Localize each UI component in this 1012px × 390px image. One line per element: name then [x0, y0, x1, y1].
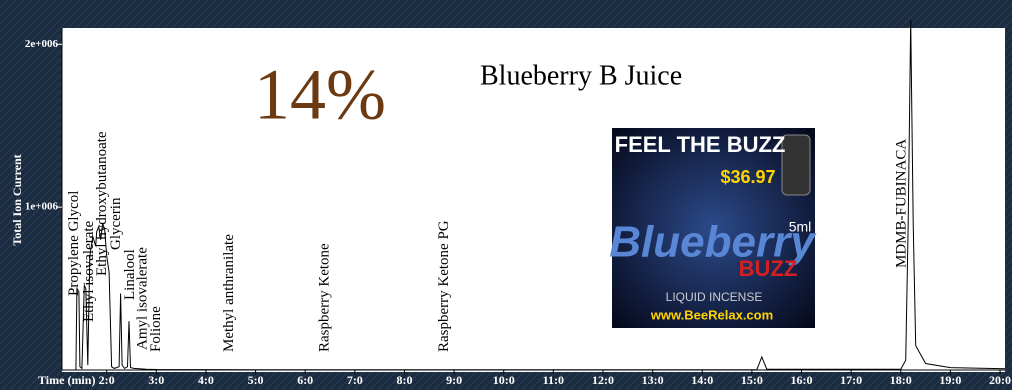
- peak-label: Ethyl hydroxybutanoate: [94, 131, 110, 276]
- x-tick-label: 13:0: [642, 373, 664, 387]
- peak-label: Glycerin: [108, 197, 124, 250]
- peak-label: Raspberry Ketone: [316, 243, 332, 352]
- bottle: [781, 134, 811, 196]
- x-tick-label: 7:0: [347, 373, 363, 387]
- x-tick-label: 6:0: [297, 373, 313, 387]
- chart-title: Blueberry B Juice: [480, 60, 682, 91]
- x-tick-label: 9:0: [446, 373, 462, 387]
- advert-text: Blueberry: [609, 218, 817, 267]
- x-tick-label: 18:0: [890, 373, 912, 387]
- x-tick-label: 15:0: [741, 373, 763, 387]
- advert-text: $36.97: [720, 167, 775, 187]
- x-tick-label: 17:0: [840, 373, 862, 387]
- peak-label: Folione: [148, 306, 164, 352]
- x-tick-label: 4:0: [198, 373, 214, 387]
- peak-label: Methyl anthranilate: [221, 234, 237, 352]
- peak-label: Ethyl isovalerate: [81, 220, 97, 322]
- peak-label: Linalool: [122, 249, 138, 300]
- x-tick-label: 10:0: [493, 373, 515, 387]
- x-axis-label: Time (min): [38, 373, 95, 387]
- y-tick-label: 1e+006: [25, 201, 59, 213]
- x-tick-label: 8:0: [396, 373, 412, 387]
- x-tick-label: 12:0: [592, 373, 614, 387]
- x-tick-label: 19:0: [939, 373, 961, 387]
- advert-bg: [612, 128, 815, 328]
- peak-label: Propylene Glycol: [66, 191, 82, 296]
- peak-label: Amyl isovalerate: [134, 247, 150, 350]
- plot-area: [62, 28, 1005, 372]
- y-tick-label: 2e+006: [25, 38, 59, 50]
- x-tick-label: 3:0: [148, 373, 164, 387]
- advert-text: BUZZ: [739, 256, 798, 281]
- x-tick-label: 11:0: [543, 373, 564, 387]
- x-tick-label: 14:0: [691, 373, 713, 387]
- advert-text: LIQUID INCENSE: [666, 290, 763, 304]
- big-label: 14%: [254, 55, 386, 135]
- y-axis-label: Total Ion Current: [10, 154, 24, 245]
- peak-label: Raspberry Ketone PG: [436, 220, 452, 352]
- advert-text: FEEL THE BUZZ: [615, 132, 786, 157]
- advert-text: 5ml: [789, 219, 812, 235]
- trace: [62, 19, 1006, 371]
- x-tick-label: 16:0: [791, 373, 813, 387]
- x-tick-label: 2:0: [99, 373, 115, 387]
- x-tick-label: 5:0: [248, 373, 264, 387]
- x-tick-label: 20:0: [989, 373, 1011, 387]
- peak-label: MDMB-FUBINACA: [894, 139, 910, 268]
- advert-text: www.BeeRelax.com: [650, 307, 773, 322]
